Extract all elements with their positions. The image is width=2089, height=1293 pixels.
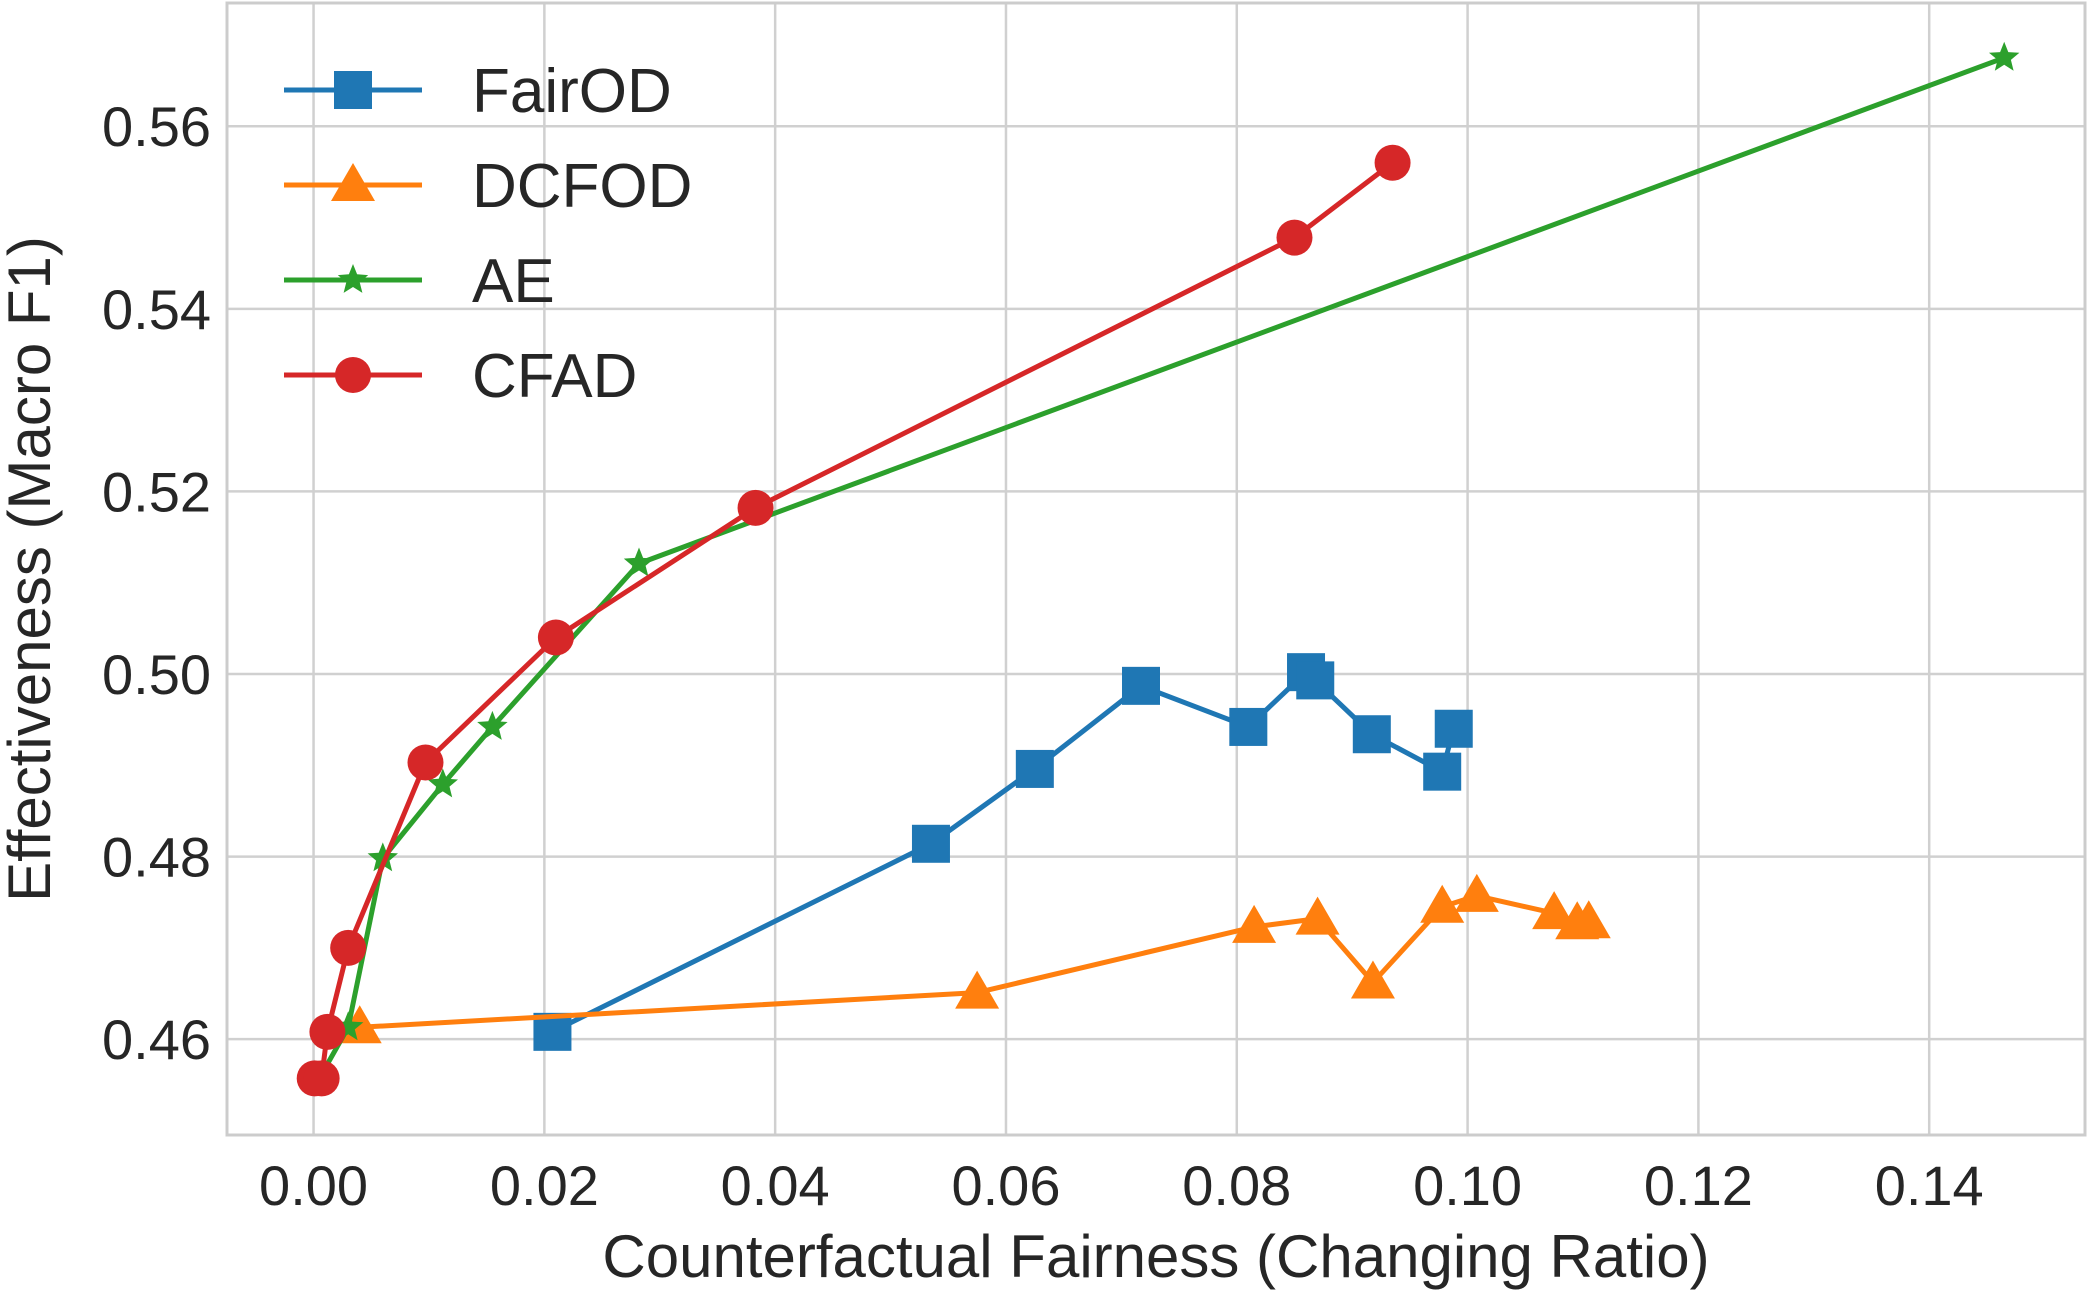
y-axis-label: Effectiveness (Macro F1) <box>0 236 63 902</box>
y-tick-labels: 0.46 0.48 0.50 0.52 0.54 0.56 <box>102 95 211 1071</box>
series-layer <box>296 41 2020 1097</box>
x-tick-label: 0.00 <box>259 1154 368 1217</box>
legend-marker <box>337 264 369 293</box>
ae-point <box>367 842 398 872</box>
y-tick-label: 0.50 <box>102 643 211 706</box>
ae-point <box>477 710 508 740</box>
x-tick-label: 0.02 <box>490 1154 599 1217</box>
cfad-point <box>309 1013 346 1050</box>
legend: FairOD DCFOD AE CFAD <box>284 57 692 411</box>
y-tick-label: 0.56 <box>102 95 211 158</box>
legend-label: DCFOD <box>472 152 692 221</box>
fairod-point <box>911 824 950 863</box>
legend-label: AE <box>472 247 555 316</box>
dcfod-point <box>1295 896 1340 935</box>
fairod-point <box>1296 661 1335 700</box>
ae-point <box>427 768 458 798</box>
series-dcfod <box>337 873 1611 1044</box>
legend-item-fairod: FairOD <box>284 57 672 126</box>
series-cfad <box>296 144 1411 1097</box>
legend-label: FairOD <box>472 57 672 126</box>
x-tick-label: 0.08 <box>1182 1154 1291 1217</box>
cfad-point <box>537 619 574 656</box>
cfad-point <box>303 1060 340 1097</box>
x-tick-label: 0.12 <box>1644 1154 1753 1217</box>
y-tick-label: 0.46 <box>102 1008 211 1071</box>
fairod-point <box>1434 709 1473 748</box>
legend-marker <box>335 357 371 393</box>
x-tick-label: 0.10 <box>1413 1154 1522 1217</box>
cfad-point <box>407 744 444 781</box>
fairod-point <box>1423 752 1462 791</box>
fairod-point <box>1229 707 1268 746</box>
dcfod-point <box>1420 884 1465 923</box>
legend-item-cfad: CFAD <box>284 342 637 411</box>
dcfod-point <box>1454 873 1499 912</box>
x-tick-label: 0.04 <box>721 1154 830 1217</box>
plot-frame <box>225 1 2087 1137</box>
dcfod-point <box>1532 891 1577 930</box>
x-tick-label: 0.06 <box>951 1154 1060 1217</box>
fairod-point <box>1352 715 1391 754</box>
cfad-point <box>330 929 367 966</box>
dcfod-point <box>1350 960 1395 999</box>
x-tick-labels: 0.00 0.02 0.04 0.06 0.08 0.10 0.12 0.14 <box>259 1154 1984 1217</box>
fairod-line <box>551 669 1457 1035</box>
fairod-point <box>1015 749 1054 788</box>
cfad-point <box>1374 144 1411 181</box>
series-fairod <box>533 653 1473 1051</box>
legend-marker <box>331 163 375 201</box>
legend-marker <box>334 71 372 109</box>
fairod-point <box>1121 666 1160 705</box>
x-axis-label: Counterfactual Fairness (Changing Ratio) <box>602 1223 1709 1290</box>
y-tick-label: 0.52 <box>102 460 211 523</box>
ae-point <box>623 547 655 577</box>
dcfod-point <box>955 970 1000 1009</box>
legend-item-ae: AE <box>284 247 555 316</box>
y-tick-label: 0.48 <box>102 826 211 889</box>
cfad-point <box>737 489 774 526</box>
dcfod-point <box>1232 904 1277 943</box>
y-tick-label: 0.54 <box>102 278 211 341</box>
legend-item-dcfod: DCFOD <box>284 152 692 221</box>
ae-point <box>1989 41 2020 71</box>
cfad-point <box>1276 219 1313 256</box>
ae-point <box>333 1011 364 1041</box>
x-tick-label: 0.14 <box>1875 1154 1984 1217</box>
legend-label: CFAD <box>472 342 637 411</box>
dcfod-point <box>1566 900 1611 939</box>
